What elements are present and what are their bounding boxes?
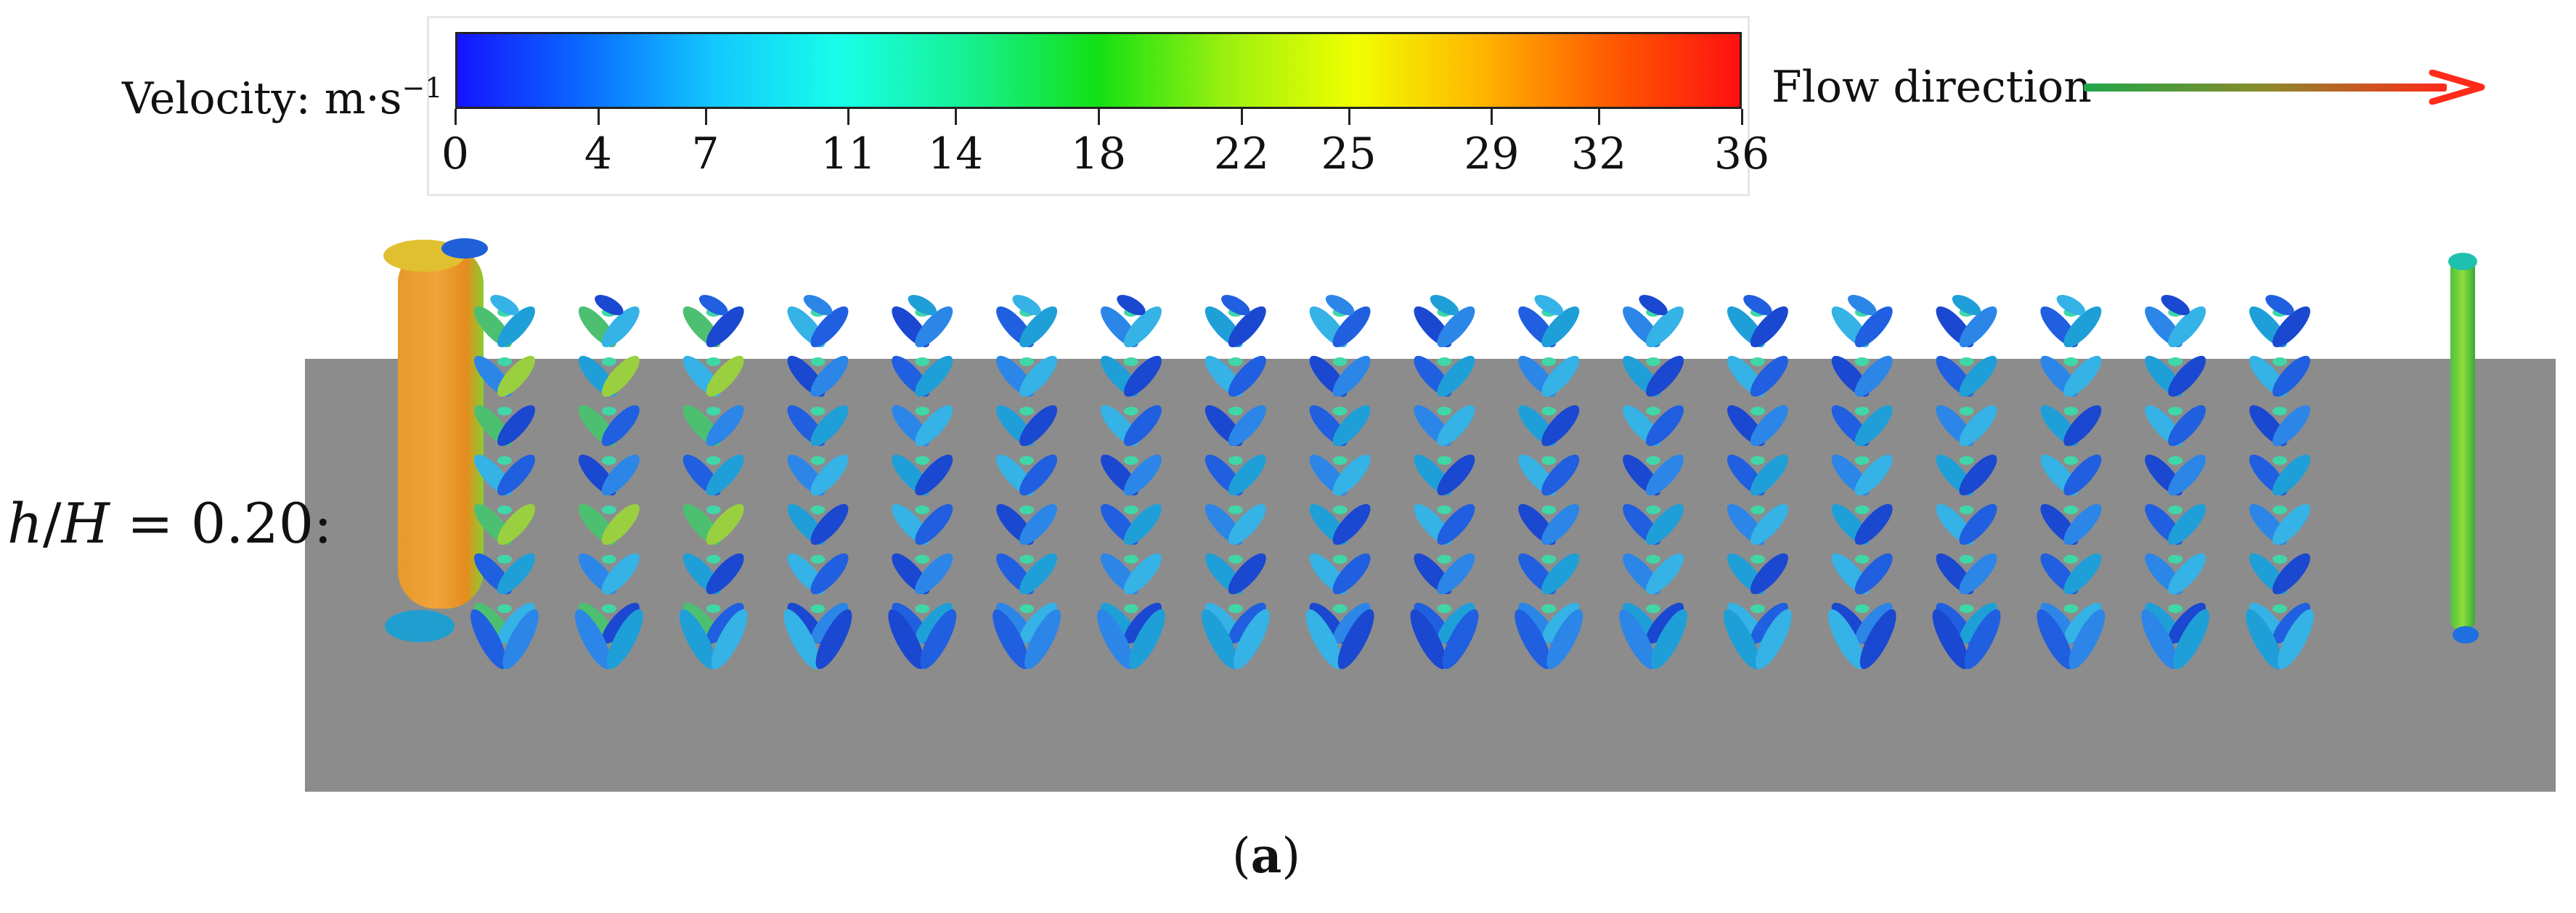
colorbar-tick-label: 25 (1321, 129, 1377, 179)
colorbar-tick (1491, 109, 1493, 125)
colorbar-tick (1240, 109, 1243, 125)
colorbar-tick-label: 36 (1713, 129, 1770, 179)
vortex-column (2037, 295, 2106, 670)
colorbar-tick-label: 29 (1464, 129, 1520, 179)
vortex-column (470, 295, 539, 670)
colorbar-tick-label: 0 (441, 129, 470, 179)
vortex-columns (470, 295, 2314, 670)
colorbar-tick (597, 109, 600, 125)
vortex-column (1097, 295, 1165, 670)
figure-caption: (a) (1231, 827, 1301, 884)
vortex-column (1827, 295, 1896, 670)
vortex-column (574, 295, 643, 670)
velocity-colorbar (455, 32, 1742, 109)
colorbar-ticks (455, 109, 1743, 131)
height-ratio-label: h/H = 0.20: (7, 491, 333, 556)
vortex-column (783, 295, 852, 670)
colorbar-tick (1348, 109, 1350, 125)
vortex-column (1932, 295, 2001, 670)
vortex-column (2141, 295, 2210, 670)
colorbar-tick-label: 4 (584, 129, 612, 179)
vortex-column (1410, 295, 1479, 670)
colorbar-tick-label: 32 (1570, 129, 1627, 179)
trailing-edge-vortex (2448, 253, 2479, 644)
vortex-column (2246, 295, 2314, 670)
colorbar-tick (955, 109, 958, 125)
vortex-column (1619, 295, 1687, 670)
vortex-column (1201, 295, 1270, 670)
colorbar-tick (1741, 109, 1743, 125)
colorbar-tick-label: 14 (927, 129, 984, 179)
colorbar-tick (1598, 109, 1601, 125)
vortex-column (888, 295, 957, 670)
vortex-column (1515, 295, 1583, 670)
colorbar-tick-label: 22 (1213, 129, 1270, 179)
colorbar-tick (1098, 109, 1100, 125)
colorbar-tick-label: 7 (691, 129, 720, 179)
vortex-column (679, 295, 748, 670)
vortex-column (1305, 295, 1374, 670)
flow-direction-arrow-icon (2084, 70, 2485, 105)
colorbar-tick (704, 109, 707, 125)
colorbar-tick-label: 18 (1070, 129, 1127, 179)
colorbar-tick-label: 11 (820, 129, 876, 179)
vortex-column (1723, 295, 1792, 670)
vortex-column (993, 295, 1061, 670)
colorbar-tick (455, 109, 457, 125)
colorbar-tick (847, 109, 850, 125)
leading-edge-vortex (383, 238, 488, 642)
flow-direction-label: Flow direction (1772, 62, 2092, 113)
velocity-label: Velocity: m·s−1 (122, 72, 443, 124)
